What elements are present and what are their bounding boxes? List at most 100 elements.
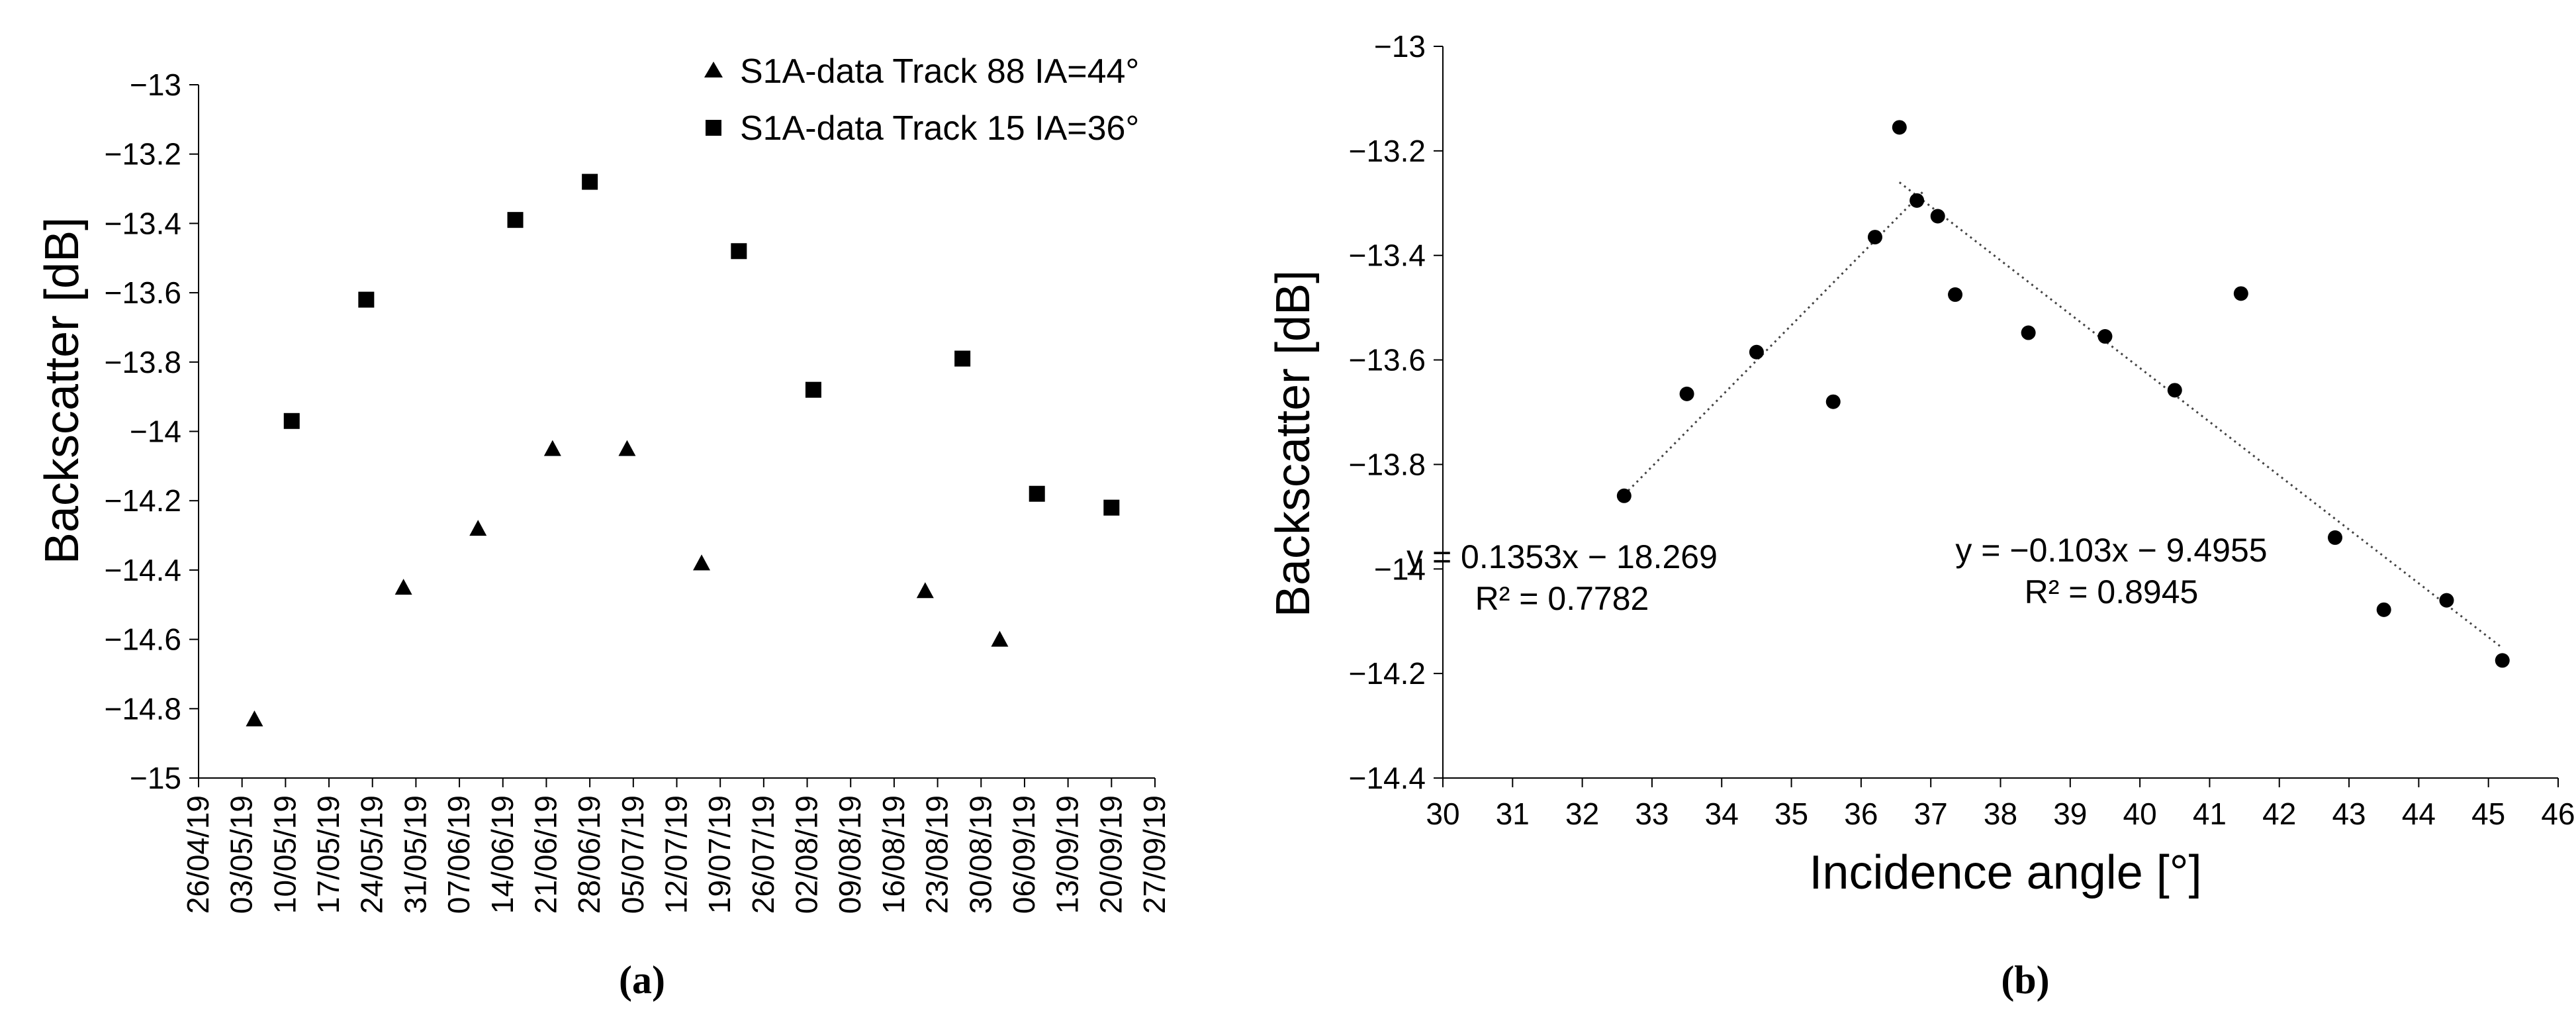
y-tick-label: −13: [130, 68, 181, 102]
x-tick-label: 38: [1984, 797, 2017, 831]
trendline-2-label: y = −0.103x − 9.4955 R² = 0.8945: [1955, 532, 2267, 610]
legend-triangle-marker: [704, 62, 723, 77]
panel-b-chart: −13−13.2−13.4−13.6−13.8−14−14.2−14.4 30 3…: [1267, 29, 2575, 1002]
y-tick-label: −13.2: [105, 137, 181, 171]
x-tick-label: 43: [2332, 797, 2366, 831]
triangle-point: [618, 440, 636, 456]
y-tick-label: −13.8: [105, 345, 181, 379]
circle-point: [2328, 530, 2342, 545]
square-point: [1103, 499, 1120, 516]
x-tick-label: 45: [2471, 797, 2505, 831]
x-tick-label: 32: [1565, 797, 1599, 831]
x-tick-label: 19/07/19: [702, 795, 737, 914]
x-tick-label: 14/06/19: [485, 795, 520, 914]
triangle-point: [693, 554, 711, 571]
x-tick-label: 40: [2123, 797, 2157, 831]
circle-point: [1749, 344, 1764, 360]
circle-point: [2167, 383, 2182, 398]
x-tick-label: 09/08/19: [833, 795, 867, 914]
y-tick-label: −14.8: [105, 691, 181, 726]
panel-a-axes: [198, 85, 1155, 779]
triangle-point: [543, 440, 561, 456]
x-tick-label: 07/06/19: [441, 795, 476, 914]
x-tick-label: 17/05/19: [311, 795, 345, 914]
panel-a-data-points: [246, 173, 1120, 727]
panel-a-legend: S1A-data Track 88 IA=44° S1A-data Track …: [704, 52, 1139, 148]
y-tick-label: −14.4: [1349, 761, 1426, 795]
panel-b-axes: [1442, 46, 2558, 779]
trendline-2-equation: y = −0.103x − 9.4955: [1955, 532, 2267, 569]
x-tick-label: 24/05/19: [355, 795, 389, 914]
panel-a-y-ticks: −13 −13.2 −13.4 −13.6 −13.8 −14 −14.2 −14.4 −14.…: [105, 68, 199, 795]
x-tick-label: 28/06/19: [572, 795, 606, 914]
y-tick-label: −14: [130, 415, 181, 449]
x-tick-label: 27/09/19: [1137, 795, 1172, 914]
square-point: [1029, 485, 1045, 502]
x-tick-label: 30/08/19: [963, 795, 997, 914]
y-tick-label: −14.4: [105, 553, 181, 587]
y-tick-label: −14: [1374, 552, 1426, 586]
panel-b-trendlines: [1623, 181, 2503, 649]
circle-point: [2495, 653, 2510, 668]
square-point: [283, 413, 300, 429]
y-tick-label: −13.4: [1349, 238, 1426, 273]
triangle-point: [916, 582, 934, 599]
legend-item-track-88: S1A-data Track 88 IA=44°: [704, 52, 1139, 91]
x-tick-label: 36: [1844, 797, 1878, 831]
panel-b-data-points: [1616, 120, 2510, 668]
trendline: [1898, 181, 2503, 649]
x-tick-label: 37: [1914, 797, 1948, 831]
y-tick-label: −13.6: [105, 275, 181, 310]
triangle-point: [394, 579, 412, 595]
y-tick-label: −13.8: [1349, 447, 1426, 481]
panel-a-x-ticks: 26/04/19 03/05/19 10/05/19 17/05/19 24/05/19…: [181, 778, 1172, 914]
trendline-1-equation: y = 0.1353x − 18.269: [1406, 538, 1718, 575]
x-tick-label: 44: [2402, 797, 2436, 831]
trendline-1-r-squared: R² = 0.7782: [1475, 580, 1649, 617]
square-point: [358, 291, 375, 308]
y-tick-label: −13.6: [1349, 343, 1426, 377]
square-point: [731, 243, 747, 260]
x-tick-label: 03/05/19: [224, 795, 259, 914]
x-tick-label: 02/08/19: [790, 795, 824, 914]
x-tick-label: 16/08/19: [876, 795, 911, 914]
panel-b-label: (b): [2001, 958, 2049, 1002]
x-tick-label: 31: [1496, 797, 1530, 831]
x-tick-label: 39: [2053, 797, 2087, 831]
trendline-2-r-squared: R² = 0.8945: [2025, 573, 2199, 610]
legend-square-marker: [706, 120, 721, 136]
circle-point: [1616, 488, 1632, 503]
square-point: [805, 381, 821, 398]
circle-point: [1679, 386, 1694, 401]
circle-point: [2021, 325, 2036, 340]
trendline-1-label: y = 0.1353x − 18.269 R² = 0.7782: [1406, 538, 1718, 617]
circle-point: [1948, 287, 1963, 302]
x-tick-label: 12/07/19: [659, 795, 694, 914]
x-tick-label: 06/09/19: [1007, 795, 1041, 914]
y-tick-label: −13.2: [1349, 134, 1426, 168]
panel-a-y-axis-title: Backscatter [dB]: [36, 217, 89, 564]
x-tick-label: 21/06/19: [528, 795, 563, 914]
y-tick-label: −13: [1374, 29, 1426, 64]
circle-point: [1867, 230, 1882, 245]
panel-b-y-axis-title: Backscatter [dB]: [1267, 270, 1320, 617]
panel-a-label: (a): [619, 958, 665, 1002]
y-tick-label: −14.6: [105, 622, 181, 657]
legend-item-track-15: S1A-data Track 15 IA=36°: [706, 109, 1139, 148]
panel-a-chart: −13 −13.2 −13.4 −13.6 −13.8 −14 −14.2 −14.4 −14.…: [36, 52, 1172, 1002]
circle-point: [1930, 209, 1945, 224]
x-tick-label: 26/04/19: [181, 795, 215, 914]
circle-point: [1909, 193, 1925, 208]
y-tick-label: −14.2: [1349, 656, 1426, 691]
legend-label-track-15: S1A-data Track 15 IA=36°: [740, 109, 1139, 148]
circle-point: [2233, 286, 2248, 301]
panel-b-x-axis-title: Incidence angle [°]: [1809, 846, 2201, 899]
circle-point: [2439, 593, 2454, 608]
circle-point: [2097, 329, 2113, 344]
x-tick-label: 33: [1635, 797, 1669, 831]
x-tick-label: 31/05/19: [398, 795, 432, 914]
y-tick-label: −13.4: [105, 206, 181, 240]
x-tick-label: 34: [1705, 797, 1739, 831]
triangle-point: [246, 710, 263, 727]
